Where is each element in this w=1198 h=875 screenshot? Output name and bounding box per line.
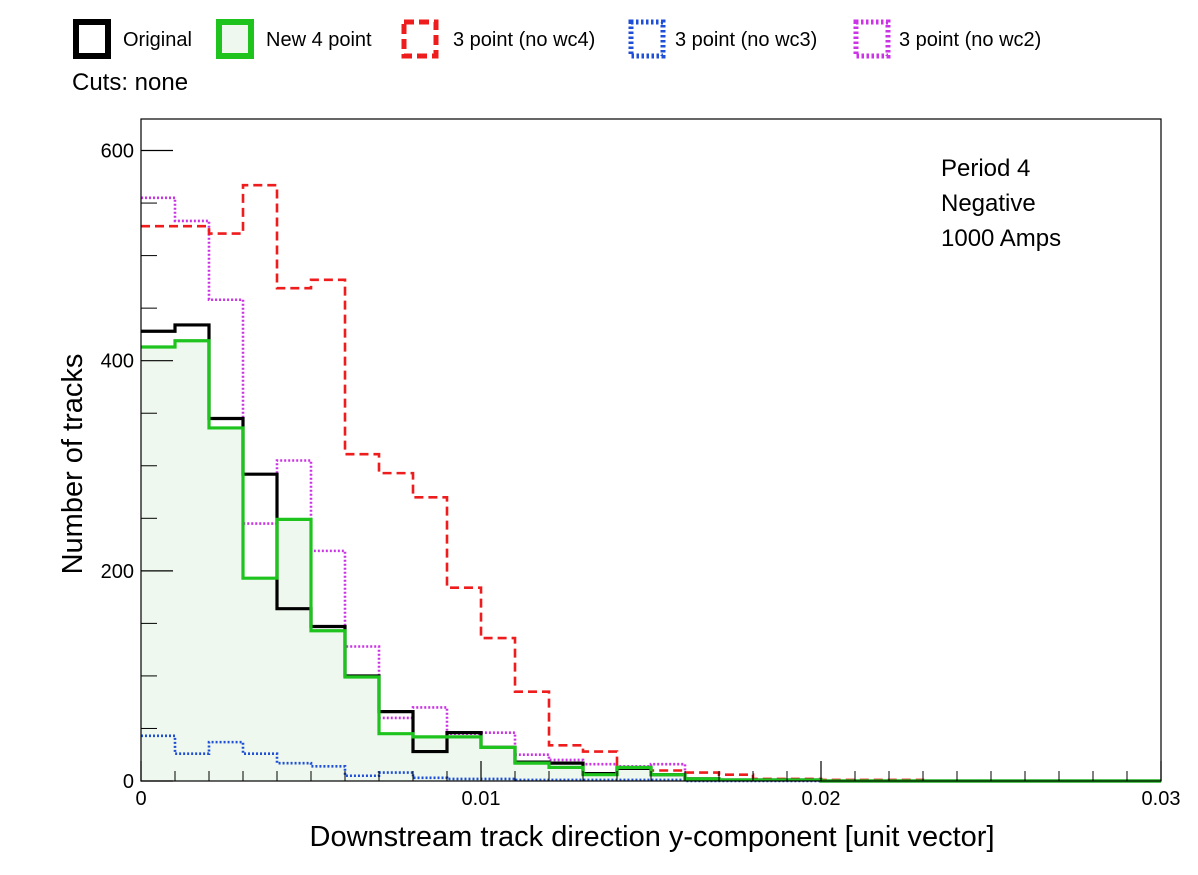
y-tick-label: 200 <box>101 561 134 583</box>
series-fill-1 <box>141 340 1161 781</box>
legend-item: 3 point (no wc4) <box>401 19 595 59</box>
y-axis-title: Number of tracks <box>57 354 89 575</box>
y-tick-label: 400 <box>101 351 134 373</box>
legend-swatch <box>628 19 666 59</box>
legend-label: 3 point (no wc4) <box>453 29 595 51</box>
x-tick-label: 0 <box>135 788 146 810</box>
y-tick-label: 600 <box>101 141 134 163</box>
x-tick-label: 0.02 <box>802 788 841 810</box>
legend-swatch <box>401 19 439 59</box>
x-tick-label: 0.03 <box>1142 788 1181 810</box>
y-tick-label: 0 <box>123 771 134 793</box>
legend-label: 3 point (no wc3) <box>675 29 817 51</box>
x-axis-title: Downstream track direction y-component [… <box>310 821 995 853</box>
legend-label: Original <box>123 29 192 51</box>
annotation-line: Period 4 <box>941 155 1030 182</box>
annotation-line: 1000 Amps <box>941 225 1061 252</box>
legend-item: 3 point (no wc3) <box>628 19 817 59</box>
annotation-block: Period 4 Negative 1000 Amps <box>941 155 1061 252</box>
legend-label: 3 point (no wc2) <box>899 29 1041 51</box>
legend-item: Original <box>73 19 192 59</box>
legend-swatch <box>853 19 891 59</box>
legend: Original New 4 point 3 point (no wc4) 3 poi… <box>73 19 1041 59</box>
annotation-line: Negative <box>941 190 1036 217</box>
legend-label: New 4 point <box>266 29 372 51</box>
x-tick-label: 0.01 <box>462 788 501 810</box>
legend-item: 3 point (no wc2) <box>853 19 1041 59</box>
legend-swatch <box>73 19 111 59</box>
legend-item: New 4 point <box>216 19 372 59</box>
legend-swatch <box>216 19 254 59</box>
cuts-label: Cuts: none <box>72 69 188 96</box>
plot-area: 0 200 400 600 0 0.01 0.02 0.03 <box>101 118 1181 810</box>
